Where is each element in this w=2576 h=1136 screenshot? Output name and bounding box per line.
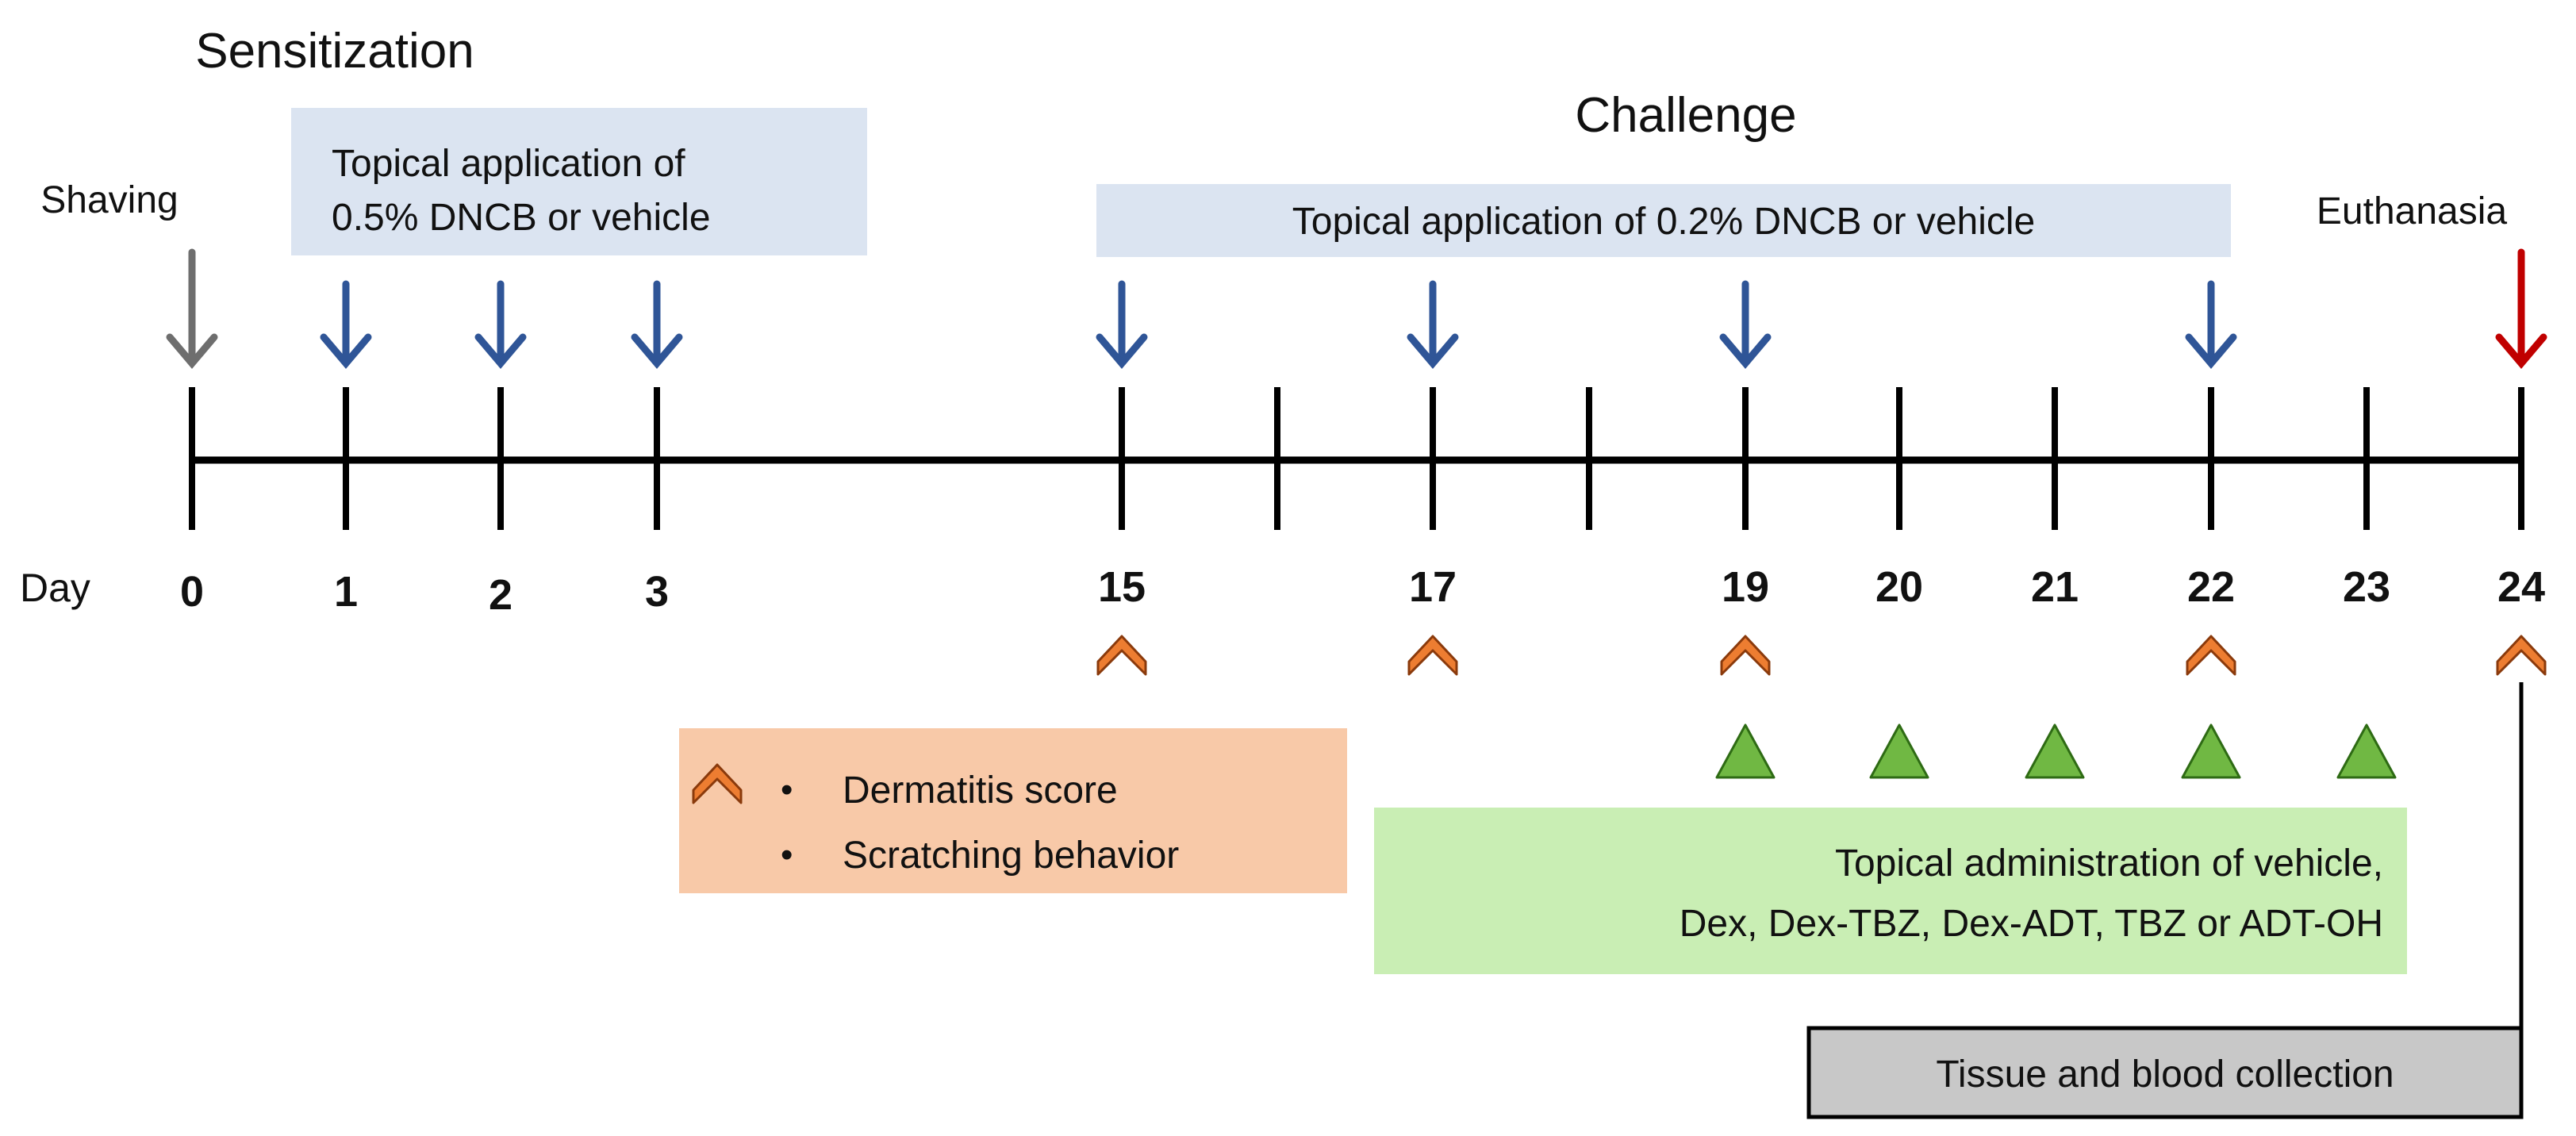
sensitization-arrow-day-1	[320, 280, 372, 369]
challenge-heading: Challenge	[1575, 88, 1796, 143]
score-marker-day-24	[2496, 635, 2547, 676]
legend-box: • Dermatitis score • Scratching behavior	[679, 728, 1347, 893]
sensitization-heading: Sensitization	[195, 24, 474, 79]
day-label-1: 1	[334, 568, 358, 616]
sensitization-box: Topical application of 0.5% DNCB or vehi…	[291, 108, 867, 255]
treatment-marker-day-23	[2336, 723, 2397, 779]
challenge-arrow-day-17	[1407, 280, 1459, 369]
score-marker-day-22	[2186, 635, 2236, 676]
challenge-arrows	[1096, 280, 2237, 369]
day-label-20: 20	[1875, 563, 1923, 611]
day-label-15: 15	[1098, 563, 1146, 611]
collection-box-label: Tissue and blood collection	[1936, 1053, 2394, 1096]
day-label-22: 22	[2187, 563, 2235, 611]
shaving-label: Shaving	[40, 179, 178, 221]
treatment-box-line2: Dex, Dex-TBZ, Dex-ADT, TBZ or ADT-OH	[1680, 903, 2383, 945]
sensitization-box-line2: 0.5% DNCB or vehicle	[332, 197, 711, 239]
challenge-arrow-day-15	[1096, 280, 1148, 369]
day-label-0: 0	[180, 568, 204, 616]
day-label-23: 23	[2343, 563, 2390, 611]
day-label-17: 17	[1409, 563, 1457, 611]
challenge-arrow-day-19	[1719, 280, 1772, 369]
challenge-arrow-day-22	[2185, 280, 2237, 369]
day-labels: 0 1 2 3 15 17 19 20 21 22 23 24	[180, 563, 2545, 619]
shaving-arrow	[166, 248, 218, 369]
treatment-marker-day-19	[1715, 723, 1776, 779]
score-marker-day-17	[1407, 635, 1458, 676]
treatment-marker-day-21	[2025, 723, 2085, 779]
score-markers	[1096, 635, 2547, 676]
sensitization-arrows	[320, 280, 683, 369]
sensitization-arrow-day-3	[631, 280, 683, 369]
treatment-marker-day-20	[1869, 723, 1929, 779]
treatment-marker-day-22	[2181, 723, 2241, 779]
euthanasia-label: Euthanasia	[2317, 190, 2507, 232]
day-label-2: 2	[489, 571, 513, 619]
timeline-ticks	[189, 387, 2524, 530]
sensitization-box-line1: Topical application of	[332, 143, 685, 185]
day-label-3: 3	[645, 568, 669, 616]
challenge-box: Topical application of 0.2% DNCB or vehi…	[1096, 184, 2231, 257]
treatment-box: Topical administration of vehicle, Dex, …	[1374, 808, 2407, 974]
euthanasia-arrow	[2495, 248, 2547, 369]
day-label-19: 19	[1722, 563, 1769, 611]
day-axis-label: Day	[20, 566, 90, 610]
legend-bullet-2: •	[781, 835, 793, 874]
day-label-21: 21	[2031, 563, 2079, 611]
day-label-24: 24	[2497, 563, 2545, 611]
legend-item-scratching: Scratching behavior	[843, 835, 1179, 877]
score-marker-day-15	[1096, 635, 1147, 676]
legend-bullet-1: •	[781, 770, 793, 809]
legend-item-dermatitis: Dermatitis score	[843, 769, 1118, 812]
collection-box: Tissue and blood collection	[1806, 1026, 2524, 1119]
score-marker-day-19	[1720, 635, 1771, 676]
treatment-markers	[1715, 723, 2397, 779]
challenge-box-label: Topical application of 0.2% DNCB or vehi…	[1292, 201, 2035, 243]
treatment-box-line1: Topical administration of vehicle,	[1835, 842, 2383, 885]
sensitization-arrow-day-2	[474, 280, 527, 369]
